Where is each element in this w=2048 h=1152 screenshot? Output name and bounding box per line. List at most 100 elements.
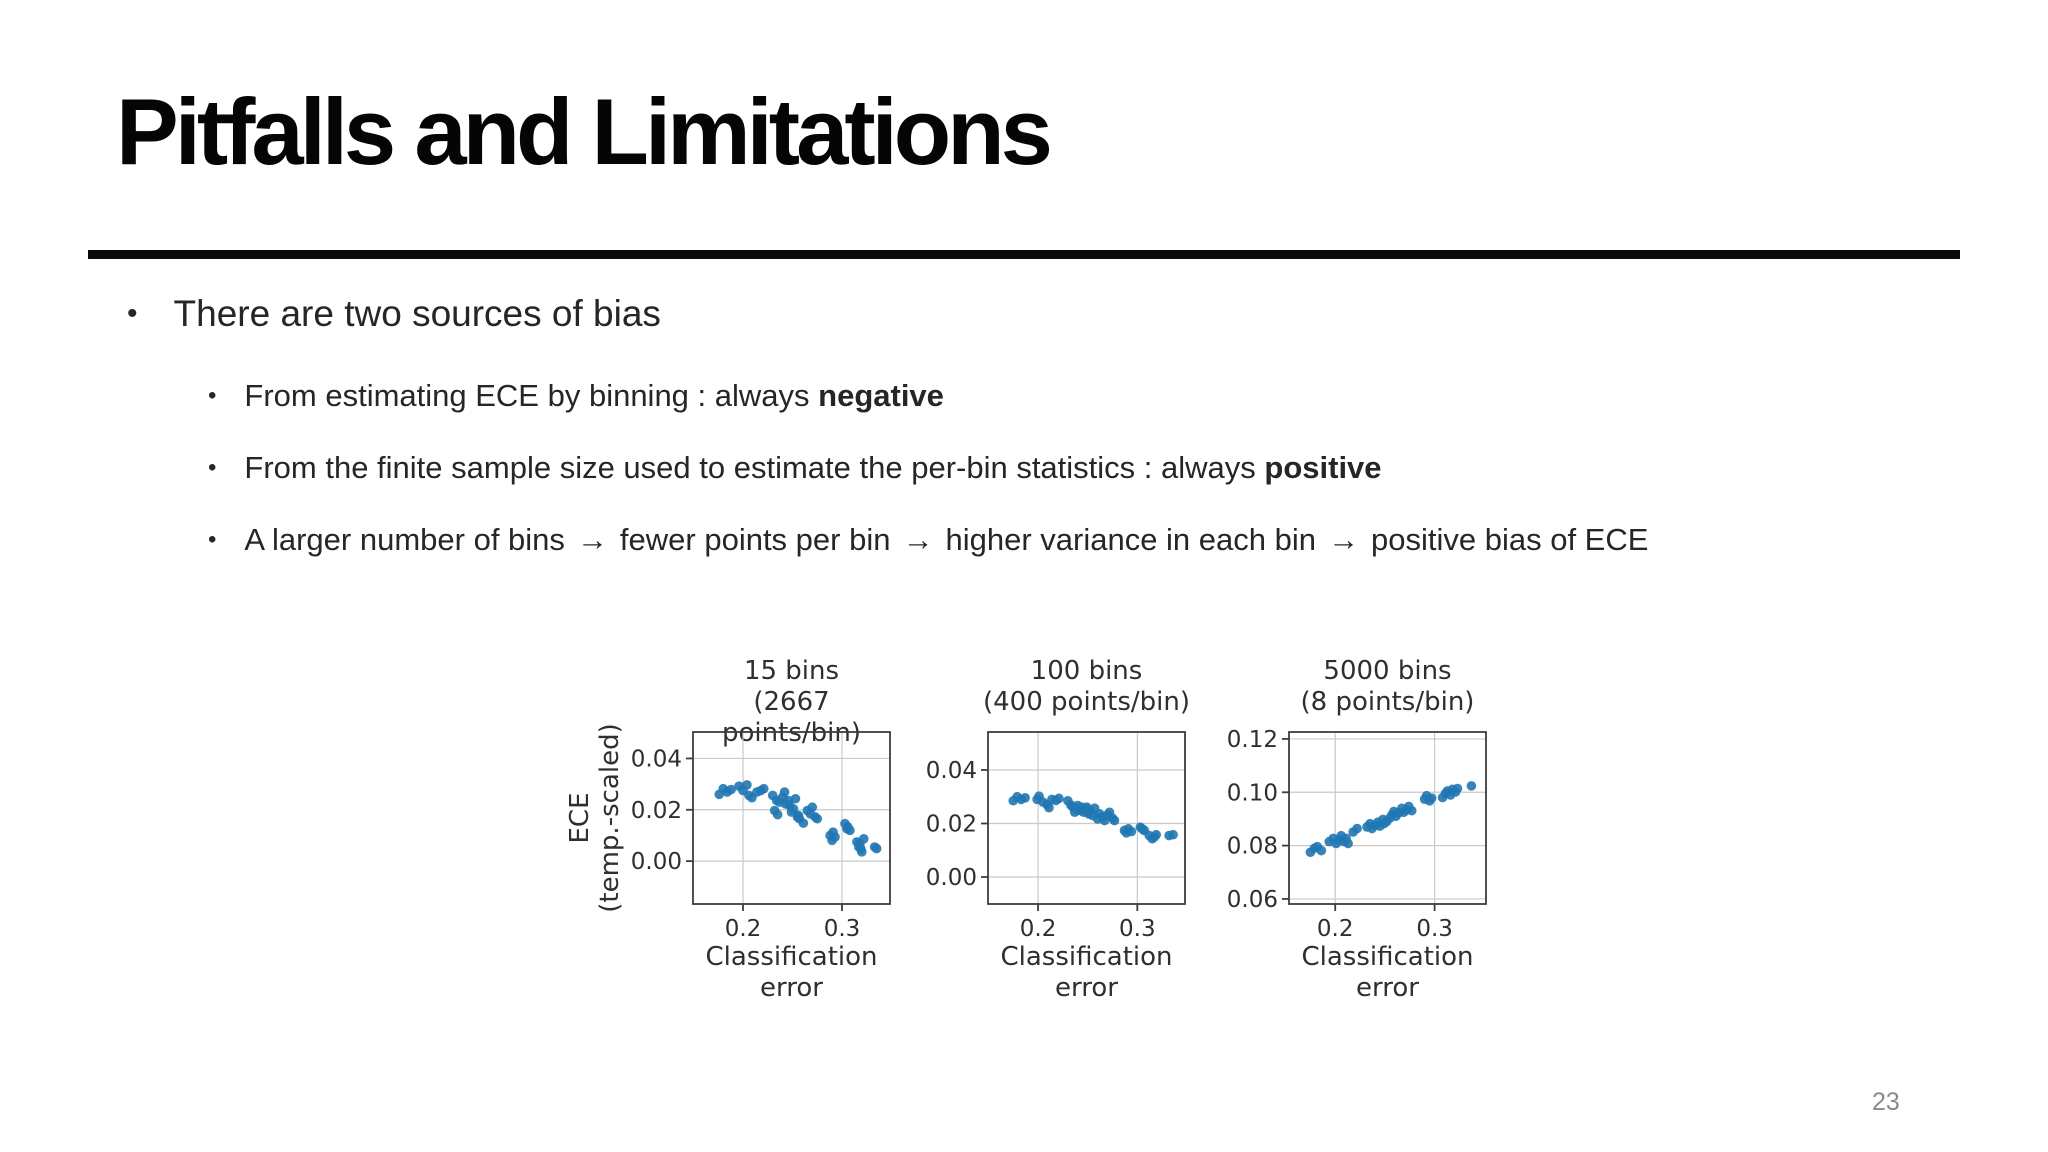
x-tick-label: 0.2: [1020, 916, 1057, 940]
page-title: Pitfalls and Limitations: [116, 79, 1053, 184]
data-point: [742, 780, 752, 790]
data-point: [1452, 783, 1463, 794]
data-point: [856, 847, 867, 857]
x-axis-label-line1: Classification: [1000, 942, 1173, 972]
x-tick-label: 0.2: [725, 916, 762, 940]
bullet-bold-negative: negative: [818, 378, 944, 413]
data-point: [790, 793, 801, 804]
bullet-main-text: There are two sources of bias: [173, 293, 661, 334]
data-point: [1020, 793, 1030, 803]
bullet-text: fewer points per bin: [619, 522, 891, 557]
chart-title-line1: 5000 bins: [1323, 656, 1452, 686]
chart-title: 15 bins (2667 points/bin): [631, 656, 898, 748]
data-point: [758, 783, 769, 794]
data-point: [871, 843, 882, 854]
chart-title-line1: 15 bins: [743, 656, 840, 686]
right-arrow-icon: →: [576, 522, 608, 557]
scatter-plot-100-bins: 0.00 0.02 0.04 0.2 0.3: [926, 731, 1186, 940]
bullet-text: A larger number of bins: [244, 522, 565, 557]
bullet-marker: •: [208, 382, 217, 409]
y-axis-label-line1: ECE: [565, 792, 595, 844]
data-point: [1168, 829, 1178, 840]
x-axis-label-line2: error: [1055, 973, 1118, 1003]
data-point: [798, 818, 809, 828]
data-point: [779, 787, 790, 797]
y-tick-label: 0.00: [631, 849, 682, 875]
chart-100-bins: 100 bins (400 points/bin) 0.00 0.02 0.04 0.…: [926, 646, 1193, 1004]
data-point: [1126, 826, 1137, 837]
bullet-sub-binning-text: From estimating ECE by binning : always …: [244, 376, 944, 416]
bullet-sub-sample-size-text: From the finite sample size used to esti…: [244, 448, 1381, 488]
x-axis-label: Classification error: [926, 942, 1193, 1004]
y-tick-label: 0.04: [631, 746, 682, 772]
data-point: [788, 803, 799, 814]
x-tick-label: 0.3: [1416, 916, 1453, 940]
chart-5000-bins: 5000 bins (8 points/bin) 0.06 0.08 0.10 0.1…: [1227, 646, 1494, 1004]
data-point: [726, 784, 736, 795]
y-axis-label: ECE (temp.-scaled): [565, 698, 627, 938]
x-tick-label: 0.3: [824, 916, 861, 940]
data-point: [1406, 805, 1417, 816]
right-arrow-icon: →: [1328, 522, 1359, 557]
data-point: [1044, 802, 1054, 813]
scatter-plot-5000-bins: 0.06 0.08 0.10 0.12 0.2 0.3: [1227, 727, 1487, 940]
chart-15-bins: 15 bins (2667 points/bin) 0.00 0.02 0.04 0.…: [631, 646, 898, 1004]
bullet-text: From estimating ECE by binning : always: [244, 378, 819, 413]
data-point: [845, 825, 855, 836]
bullet-bold-positive: positive: [1264, 450, 1382, 485]
data-point: [1054, 793, 1064, 804]
bullet-main: • There are two sources of bias: [127, 292, 661, 336]
bullet-marker: •: [208, 454, 217, 481]
y-tick-label: 0.12: [1227, 727, 1278, 753]
y-tick-label: 0.00: [926, 865, 977, 891]
bullet-text: positive bias of ECE: [1371, 522, 1649, 557]
x-axis-label: Classification error: [1227, 942, 1494, 1004]
plot-border: [987, 731, 1186, 905]
bullet-marker: •: [127, 297, 138, 330]
chart-title-line2: (400 points/bin): [983, 687, 1190, 717]
data-point: [807, 802, 818, 813]
y-tick-label: 0.02: [631, 798, 682, 824]
y-tick-label: 0.04: [926, 758, 977, 784]
right-arrow-icon: →: [902, 522, 934, 557]
data-point: [1151, 829, 1162, 840]
plot-border: [1288, 731, 1487, 905]
data-point: [772, 809, 783, 820]
bullet-text: higher variance in each bin: [945, 522, 1316, 557]
page-number: 23: [1872, 1088, 1900, 1116]
data-point: [1466, 781, 1477, 791]
plot-border: [692, 731, 891, 905]
data-point: [830, 832, 840, 842]
x-axis-label-line1: Classification: [1301, 942, 1474, 972]
scatter-figure: ECE (temp.-scaled) 15 bins (2667 points/…: [560, 646, 1560, 1046]
bullet-sub-binning: • From estimating ECE by binning : alway…: [208, 376, 944, 416]
y-tick-label: 0.08: [1227, 834, 1278, 860]
y-tick-label: 0.02: [926, 811, 977, 837]
chart-title-line2: (2667 points/bin): [722, 687, 861, 748]
data-point: [1352, 823, 1362, 834]
scatter-plot-15-bins: 0.00 0.02 0.04 0.2 0.3: [631, 731, 891, 940]
chart-title-line2: (8 points/bin): [1300, 687, 1475, 717]
x-axis-label-line2: error: [1356, 973, 1419, 1003]
data-point: [858, 833, 869, 844]
data-point: [1343, 838, 1353, 849]
data-point: [1109, 815, 1120, 826]
bullet-sub-sample-size: • From the finite sample size used to es…: [208, 448, 1382, 488]
data-point: [1316, 845, 1327, 856]
y-tick-label: 0.10: [1227, 780, 1278, 806]
x-tick-label: 0.3: [1119, 916, 1156, 940]
y-tick-label: 0.06: [1227, 887, 1278, 913]
x-axis-label-line2: error: [760, 973, 823, 1003]
x-axis-label-line1: Classification: [705, 942, 878, 972]
bullet-text: From the finite sample size used to esti…: [244, 450, 1265, 485]
chart-title-line1: 100 bins: [1030, 656, 1143, 686]
x-axis-label: Classification error: [631, 942, 898, 1004]
bullet-sub-bins-chain-text: A larger number of bins → fewer points per…: [244, 520, 1648, 560]
chart-title: 100 bins (400 points/bin): [926, 656, 1193, 720]
data-point: [812, 813, 823, 824]
y-axis-label-line2: (temp.-scaled): [595, 723, 625, 913]
title-divider: [88, 250, 1960, 259]
bullet-marker: •: [208, 526, 217, 553]
data-point: [1426, 793, 1437, 803]
